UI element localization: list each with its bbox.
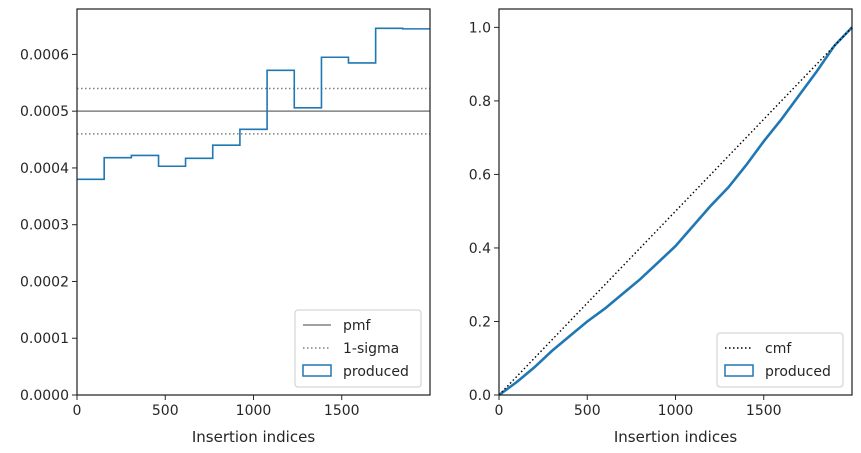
legend-label-cmf: cmf bbox=[765, 341, 792, 357]
x-tick-label: 500 bbox=[152, 403, 179, 419]
x-axis-label: Insertion indices bbox=[192, 428, 315, 446]
legend-label-pmf: pmf bbox=[343, 318, 372, 334]
legend-box bbox=[294, 309, 422, 388]
legend: pmf 1-sigma produced bbox=[294, 309, 422, 388]
y-tick-label: 0.0006 bbox=[20, 47, 69, 63]
y-tick-label: 0.0005 bbox=[20, 104, 69, 120]
y-tick-label: 1.0 bbox=[469, 20, 491, 36]
legend-label-1-sigma: 1-sigma bbox=[343, 341, 399, 357]
x-axis-label: Insertion indices bbox=[614, 428, 737, 446]
x-tick-label: 1500 bbox=[324, 403, 360, 419]
y-tick-label: 0.0003 bbox=[20, 218, 69, 234]
y-tick-label: 0.0000 bbox=[20, 388, 69, 404]
y-tick-label: 0.6 bbox=[469, 167, 491, 183]
legend-label-produced: produced bbox=[765, 364, 831, 380]
y-tick-label: 0.8 bbox=[469, 94, 491, 110]
y-tick-label: 0.4 bbox=[469, 241, 491, 257]
y-tick-label: 0.0002 bbox=[20, 274, 69, 290]
x-tick-label: 1000 bbox=[236, 403, 272, 419]
x-tick-label: 0 bbox=[495, 403, 504, 419]
legend: cmf produced bbox=[716, 332, 844, 388]
y-tick-label: 0.0 bbox=[469, 388, 491, 404]
series-cmf-line bbox=[498, 26, 853, 396]
y-tick-label: 0.0001 bbox=[20, 331, 69, 347]
x-tick-label: 0 bbox=[73, 403, 82, 419]
y-tick-label: 0.0004 bbox=[20, 161, 69, 177]
x-tick-label: 500 bbox=[574, 403, 601, 419]
series-produced-line bbox=[498, 26, 853, 397]
legend-label-produced: produced bbox=[343, 364, 409, 380]
x-tick-label: 1500 bbox=[746, 403, 782, 419]
left-chart-panel: 0 500 1000 1500 0.0000 0.0001 0.0002 0.0003 0.00… bbox=[20, 8, 431, 446]
x-tick-label: 1000 bbox=[658, 403, 694, 419]
series-produced-step bbox=[77, 27, 430, 181]
legend-swatch-produced bbox=[302, 364, 332, 377]
right-chart-panel: 0 500 1000 1500 0.0 0.2 0.4 0.6 0.8 1.0 Insertion … bbox=[469, 8, 853, 446]
legend-swatch-produced bbox=[724, 364, 754, 377]
y-tick-label: 0.2 bbox=[469, 314, 491, 330]
legend-box bbox=[716, 332, 844, 388]
